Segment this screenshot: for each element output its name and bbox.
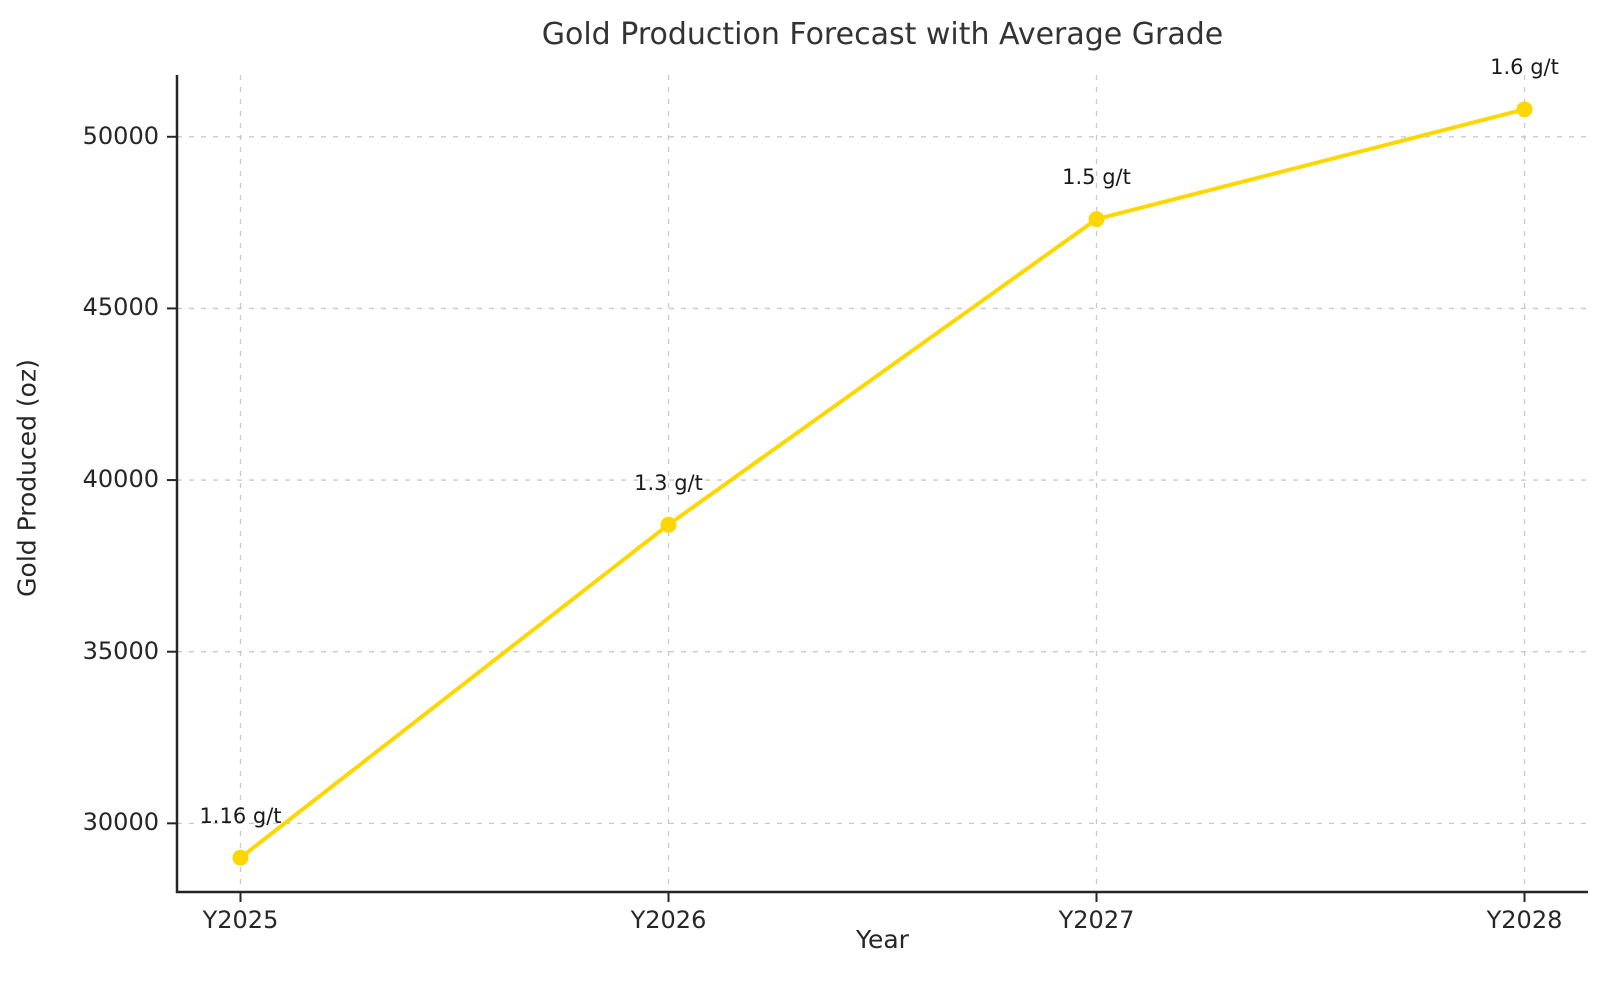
- y-tick-label: 35000: [82, 636, 159, 665]
- data-point-marker: [1516, 101, 1533, 118]
- x-tick-label: Y2027: [1058, 906, 1135, 934]
- point-annotation: 1.3 g/t: [634, 470, 703, 495]
- point-annotation: 1.16 g/t: [199, 803, 282, 828]
- chart-title: Gold Production Forecast with Average Gr…: [541, 17, 1224, 52]
- data-point-marker: [1088, 211, 1105, 228]
- x-tick-label: Y2026: [630, 906, 707, 934]
- x-tick-label: Y2025: [202, 906, 279, 934]
- y-tick-label: 45000: [82, 293, 159, 322]
- y-tick-label: 40000: [82, 465, 159, 494]
- series-line: [238, 107, 1527, 860]
- data-point-marker: [660, 516, 677, 533]
- point-annotation: 1.6 g/t: [1490, 55, 1559, 80]
- y-tick-label: 30000: [82, 808, 159, 837]
- point-annotation: 1.5 g/t: [1062, 165, 1131, 190]
- data-point-marker: [232, 849, 249, 866]
- y-tick-label: 50000: [82, 121, 159, 150]
- x-tick-label: Y2028: [1486, 906, 1563, 934]
- x-axis-label: Year: [856, 925, 909, 954]
